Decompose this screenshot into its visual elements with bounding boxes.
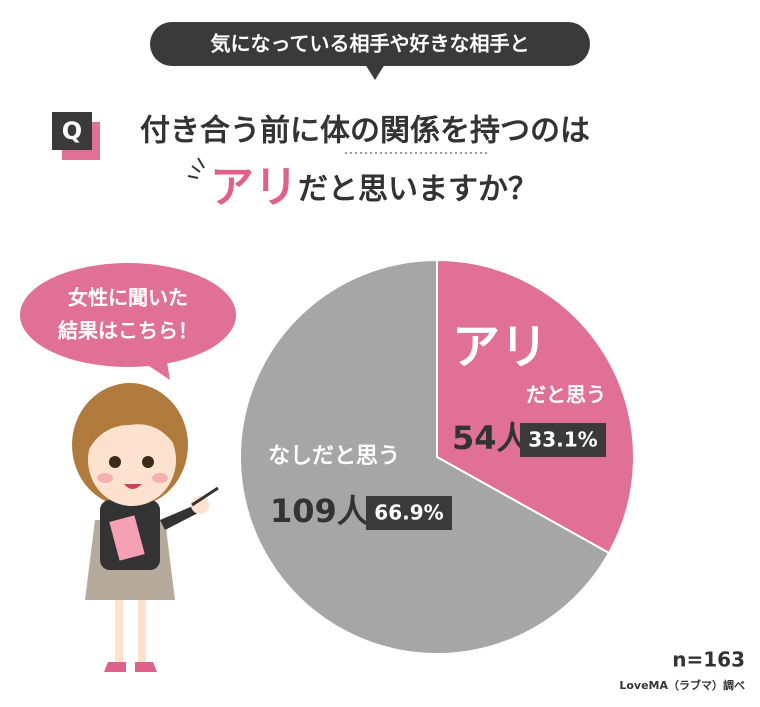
count-label: 109人 [270,492,369,530]
bubble-line1: 女性に聞いた [68,286,188,310]
bubble [20,263,236,367]
sample: n=163 [672,648,745,672]
bubble-line2: 結果はこちら！ [58,319,198,343]
character [72,383,219,672]
source: LoveMA（ラブマ）調べ [619,678,745,692]
slice-label: アリ [452,319,548,375]
q-mark: Q [62,117,82,145]
slice-label: なしだと思う [268,444,400,469]
slice-label-suffix: だと思う [526,383,606,407]
q-box [52,112,92,150]
question-highlight: アリ [210,162,298,213]
pie-slice [436,258,635,555]
question-line1: 付き合う前に体の関係を持つのは [140,114,590,149]
header-pill [150,22,590,66]
percent-box [366,496,452,530]
percent-label: 33.1% [528,428,597,452]
header: 気になっている相手や好きな相手と [211,32,530,56]
count-label: 54人 [452,419,529,457]
percent-label: 66.9% [374,501,443,525]
question-line2: アリだと思いますか？ [210,162,538,213]
percent-box [520,423,606,457]
pie-slice [239,258,611,655]
header-tail [365,64,385,80]
bubble-tail [140,350,170,380]
question-rest: だと思いますか？ [298,172,538,207]
sparks [187,157,205,179]
